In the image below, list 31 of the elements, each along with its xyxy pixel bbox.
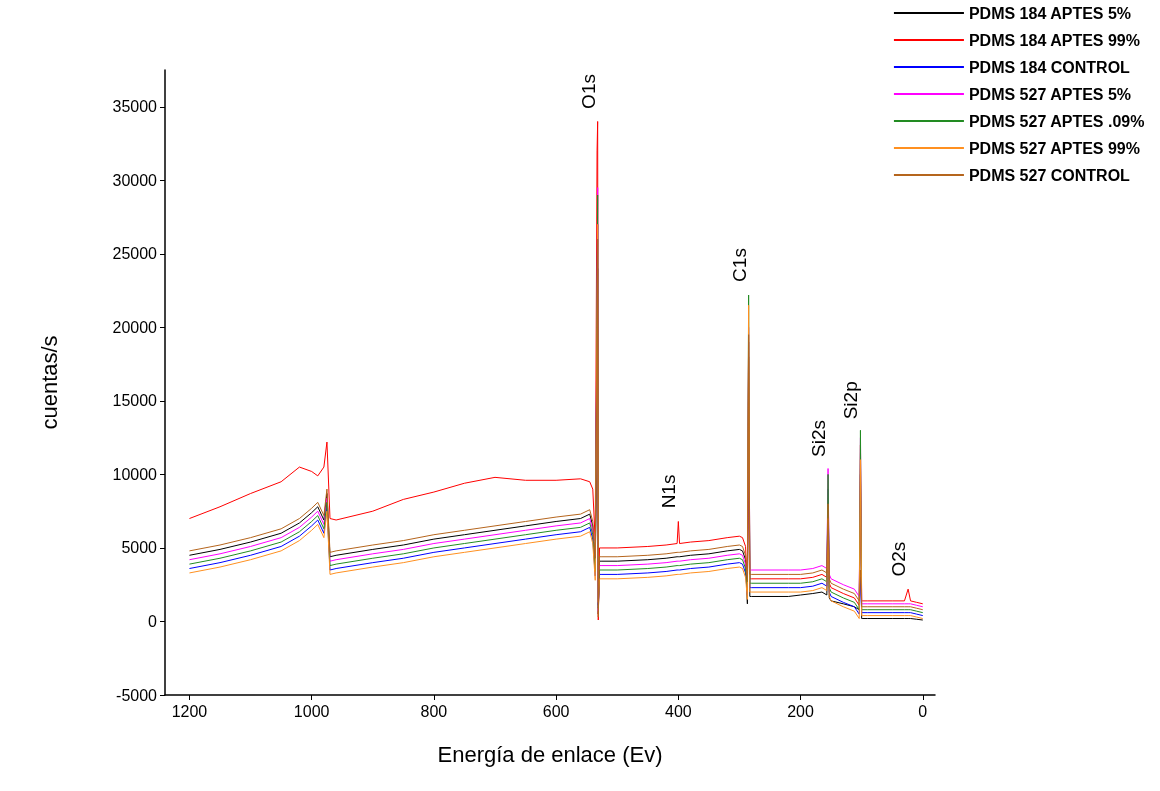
x-tick-label: 1200 [171, 702, 208, 720]
annotation: C1s [728, 248, 750, 282]
x-tick-label: 0 [918, 702, 928, 720]
x-tick-label: 200 [787, 702, 814, 720]
x-axis-title: Energía de enlace (Ev) [437, 741, 663, 767]
y-tick-label: 0 [148, 612, 158, 630]
y-tick-label: -5000 [116, 686, 158, 704]
annotation: N1s [658, 474, 680, 509]
legend-label: PDMS 527 APTES 5% [968, 85, 1132, 103]
y-tick-label: 15000 [112, 392, 158, 410]
y-tick-label: 5000 [121, 539, 158, 557]
legend-label: PDMS 184 APTES 5% [968, 4, 1132, 22]
x-tick-label: 1000 [293, 702, 330, 720]
legend-label: PDMS 527 APTES .09% [968, 112, 1145, 130]
x-tick-label: 600 [542, 702, 570, 720]
legend-label: PDMS 527 CONTROL [968, 166, 1131, 184]
y-tick-label: 30000 [112, 171, 158, 189]
y-tick-label: 35000 [112, 98, 158, 116]
annotation: O2s [888, 541, 910, 577]
y-tick-label: 10000 [112, 465, 158, 483]
legend-label: PDMS 184 APTES 99% [968, 31, 1140, 49]
x-tick-label: 800 [420, 702, 448, 720]
y-tick-label: 25000 [112, 245, 158, 263]
annotation: O1s [577, 74, 599, 109]
annotation: Si2s [808, 420, 830, 458]
y-axis-title: cuentas/s [36, 335, 62, 430]
legend-label: PDMS 527 APTES 99% [968, 139, 1140, 157]
x-tick-label: 400 [664, 702, 692, 720]
legend-label: PDMS 184 CONTROL [968, 58, 1131, 76]
y-tick-label: 20000 [112, 318, 158, 336]
annotation: Si2p [840, 381, 862, 420]
